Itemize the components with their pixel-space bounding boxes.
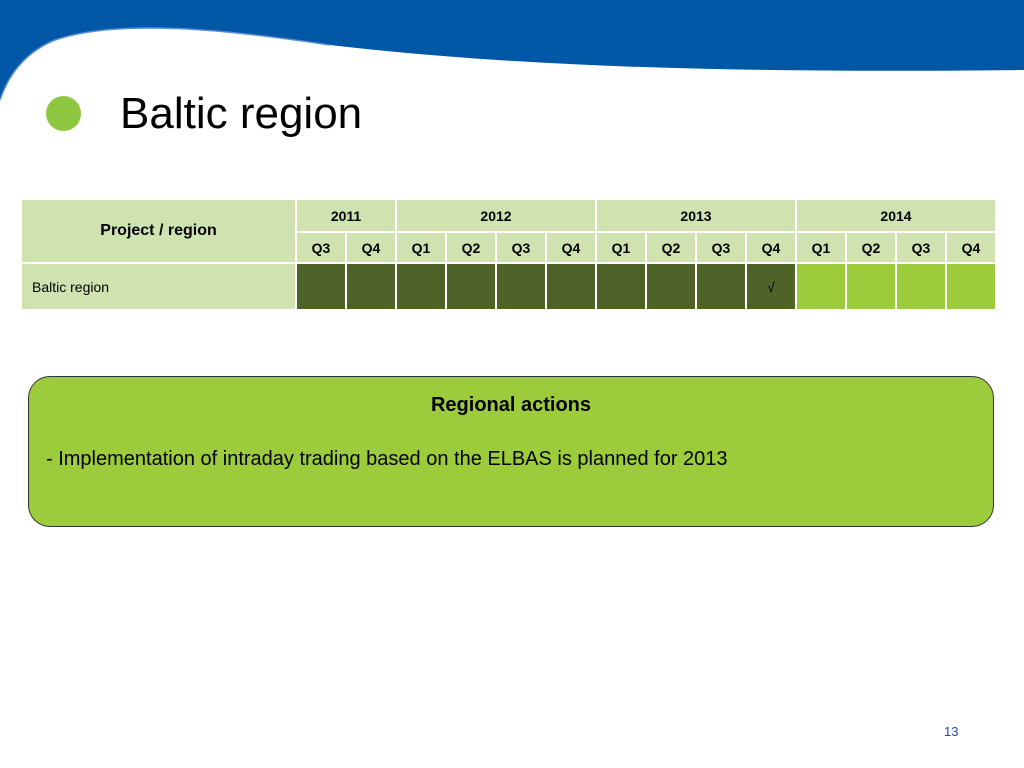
year-header-2011: 2011 bbox=[295, 198, 397, 233]
quarter-header: Q4 bbox=[545, 231, 597, 264]
quarter-header: Q1 bbox=[795, 231, 847, 264]
quarter-cell bbox=[445, 262, 497, 311]
timeline-table: Project / region 2011 2012 2013 2014 Q3 … bbox=[20, 198, 997, 311]
quarter-cell bbox=[695, 262, 747, 311]
year-header-2012: 2012 bbox=[395, 198, 597, 233]
quarter-header: Q2 bbox=[845, 231, 897, 264]
quarter-header-row: Q3 Q4 Q1 Q2 Q3 Q4 Q1 Q2 Q3 Q4 Q1 Q2 Q3 Q… bbox=[21, 231, 997, 264]
quarter-header: Q1 bbox=[395, 231, 447, 264]
quarter-cell bbox=[295, 262, 347, 311]
quarter-cell bbox=[595, 262, 647, 311]
quarter-cell bbox=[945, 262, 997, 311]
quarter-cell bbox=[345, 262, 397, 311]
quarter-header: Q3 bbox=[695, 231, 747, 264]
quarter-header: Q2 bbox=[445, 231, 497, 264]
check-mark-icon: √ bbox=[745, 262, 797, 311]
year-header-2013: 2013 bbox=[595, 198, 797, 233]
slide-title: Baltic region bbox=[120, 89, 363, 138]
quarter-cell bbox=[545, 262, 597, 311]
actions-item: - Implementation of intraday trading bas… bbox=[46, 448, 728, 470]
quarter-header: Q3 bbox=[495, 231, 547, 264]
table-row: Baltic region √ bbox=[20, 262, 997, 311]
quarter-cell bbox=[845, 262, 897, 311]
quarter-cell bbox=[395, 262, 447, 311]
corner-header: Project / region bbox=[20, 198, 297, 264]
row-label: Baltic region bbox=[20, 262, 297, 311]
quarter-cell bbox=[895, 262, 947, 311]
quarter-header: Q3 bbox=[295, 231, 347, 264]
year-header-row: Project / region 2011 2012 2013 2014 bbox=[20, 198, 997, 264]
header-wave-banner bbox=[0, 0, 1024, 101]
quarter-cell bbox=[495, 262, 547, 311]
regional-actions-box: Regional actions - Implementation of int… bbox=[28, 376, 994, 527]
quarter-header: Q1 bbox=[595, 231, 647, 264]
actions-title: Regional actions bbox=[430, 394, 592, 416]
quarter-cell bbox=[795, 262, 847, 311]
quarter-header: Q2 bbox=[645, 231, 697, 264]
quarter-header: Q4 bbox=[945, 231, 997, 264]
quarter-header: Q3 bbox=[895, 231, 947, 264]
page-number: 13 bbox=[944, 724, 959, 739]
year-header-2014: 2014 bbox=[795, 198, 997, 233]
quarter-header: Q4 bbox=[345, 231, 397, 264]
quarter-header: Q4 bbox=[745, 231, 797, 264]
quarter-cell bbox=[645, 262, 697, 311]
title-bullet-icon bbox=[46, 96, 81, 131]
